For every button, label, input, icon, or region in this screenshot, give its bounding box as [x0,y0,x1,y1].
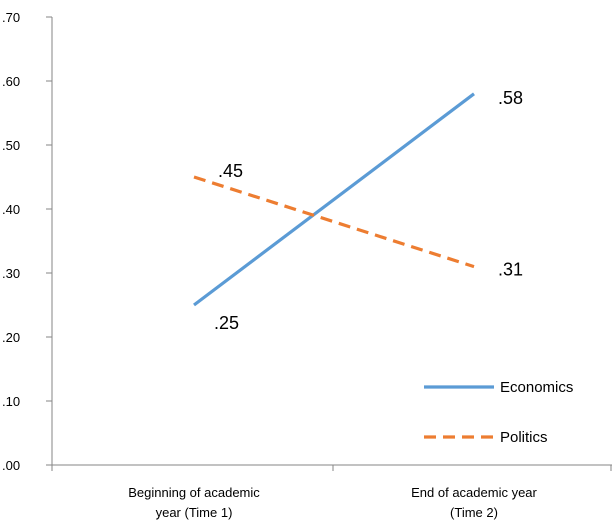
y-tick-label: .70 [2,10,20,25]
data-label: .45 [218,161,243,181]
data-label: .25 [214,313,239,333]
series-line-economics [193,92,475,307]
data-labels: .25 .58 .45 .31 [214,88,523,333]
y-tick-label: .50 [2,138,20,153]
y-tick-label: .20 [2,330,20,345]
y-tick-label: .60 [2,74,20,89]
x-axis-ticks: Beginning of academic year (Time 1) End of… [51,465,612,520]
x-tick-label: Beginning of academic year (Time 1) [128,485,260,520]
series-lines [193,92,475,307]
legend-label: Politics [500,429,548,446]
axes [51,17,612,466]
series-line-politics [193,175,475,269]
y-tick-label: .40 [2,202,20,217]
legend: Economics Politics [424,379,573,446]
data-label: .58 [498,88,523,108]
y-tick-label: .10 [2,394,20,409]
legend-label: Economics [500,379,573,396]
y-tick-label: .30 [2,266,20,281]
x-tick-label: End of academic year (Time 2) [411,485,537,520]
y-axis-ticks: .00 .10 .20 .30 .40 .50 .60 .70 [2,10,52,473]
data-label: .31 [498,260,523,280]
y-tick-label: .00 [2,458,20,473]
